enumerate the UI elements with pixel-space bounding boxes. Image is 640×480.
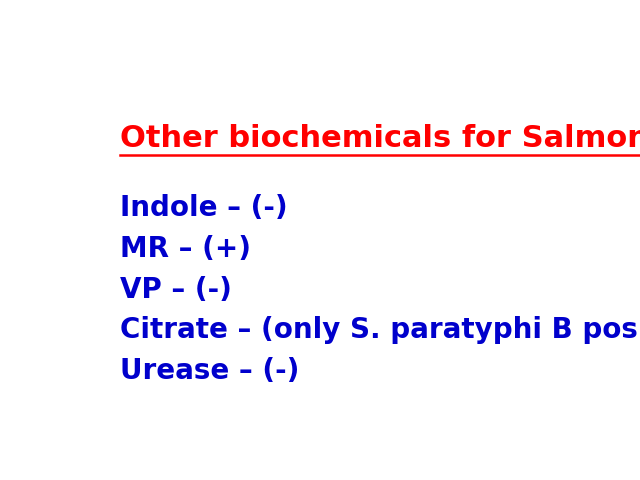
Text: Urease – (-): Urease – (-) [120,357,299,385]
Text: Other biochemicals for Salmonella species: Other biochemicals for Salmonella specie… [120,124,640,153]
Text: Citrate – (only S. paratyphi B positive): Citrate – (only S. paratyphi B positive) [120,316,640,344]
Text: MR – (+): MR – (+) [120,235,251,263]
Text: VP – (-): VP – (-) [120,276,232,304]
Text: Indole – (-): Indole – (-) [120,194,287,222]
